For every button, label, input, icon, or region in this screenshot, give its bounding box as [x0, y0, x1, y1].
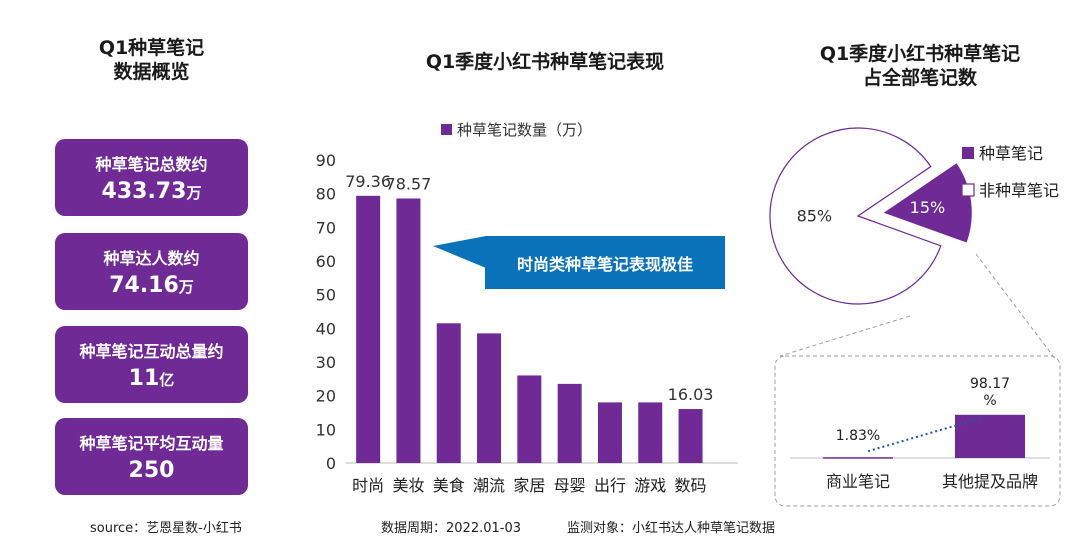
bars — [356, 195, 703, 463]
bar-value-label: 16.03 — [668, 385, 714, 404]
card-value: 11 — [128, 366, 160, 391]
pie-slice-seeding — [883, 163, 972, 243]
bar-legend-label: 种草笔记数量（万） — [457, 121, 592, 139]
x-tick-label: 潮流 — [473, 476, 505, 495]
y-tick-label: 50 — [316, 286, 336, 305]
card-unit: 万 — [178, 278, 194, 296]
card-label: 种草笔记互动总量约 — [79, 342, 224, 361]
legend-label-seeding: 种草笔记 — [979, 144, 1043, 163]
zoom-connector-left — [779, 315, 911, 357]
card-label: 种草笔记平均互动量 — [79, 434, 224, 453]
card-avg-interactions: 种草笔记平均互动量 250 — [55, 418, 248, 495]
callout: 时尚类种草笔记表现极佳 — [433, 236, 725, 289]
mini-x-label: 商业笔记 — [826, 472, 890, 491]
bar — [638, 402, 663, 463]
callout-pointer — [433, 236, 486, 268]
card-label: 种草笔记总数约 — [95, 155, 208, 174]
bar — [436, 323, 461, 463]
card-value-row: 74.16万 — [55, 273, 248, 298]
pie-title: Q1季度小红书种草笔记 占全部笔记数 — [790, 42, 1050, 90]
card-value-row: 11亿 — [55, 366, 248, 391]
x-tick-label: 美妆 — [392, 476, 424, 495]
mini-bar — [955, 414, 1025, 458]
card-interactions: 种草笔记互动总量约 11亿 — [55, 326, 248, 403]
callout-text: 时尚类种草笔记表现极佳 — [517, 255, 693, 274]
card-unit: 万 — [186, 184, 202, 202]
pie-title-line1: Q1季度小红书种草笔记 — [819, 43, 1021, 65]
y-tick-label: 60 — [316, 252, 336, 271]
legend-label-other: 非种草笔记 — [979, 181, 1059, 200]
bar — [477, 333, 502, 463]
bar — [356, 195, 381, 463]
mini-bar — [823, 457, 893, 459]
callout-box — [485, 236, 725, 289]
card-total-notes: 种草笔记总数约 433.73万 — [55, 139, 248, 216]
bar — [517, 375, 542, 463]
overview-title-line2: 数据概览 — [113, 61, 190, 83]
y-tick-label: 40 — [316, 319, 336, 338]
breakdown-bar-chart: 商业笔记 其他提及品牌 1.83% 98.17% — [790, 376, 1050, 491]
y-tick-label: 80 — [316, 185, 336, 204]
card-value: 74.16 — [109, 273, 179, 298]
y-axis-labels: 0 10 20 30 40 50 60 70 80 90 — [316, 151, 336, 473]
pie-legend: 种草笔记 非种草笔记 — [961, 144, 1059, 200]
legend-swatch-seeding — [962, 147, 974, 159]
pie-slice-other — [769, 127, 942, 305]
pie-slices: 15% 85% — [769, 127, 972, 305]
legend-swatch-other — [961, 183, 975, 197]
footer-period: 数据周期：2022.01-03 — [381, 521, 521, 536]
zoom-connector-right — [975, 253, 1057, 361]
bar-legend-swatch — [441, 124, 452, 135]
mini-x-label: 其他提及品牌 — [942, 472, 1038, 491]
y-tick-label: 30 — [316, 353, 336, 372]
bar-chart: 种草笔记数量（万） 0 10 20 30 40 50 60 70 80 90 79.3678.57… — [316, 121, 738, 495]
bar-legend: 种草笔记数量（万） — [441, 121, 592, 139]
y-tick-label: 10 — [316, 420, 336, 439]
pie-title-line2: 占全部笔记数 — [862, 67, 977, 89]
card-influencers: 种草达人数约 74.16万 — [55, 233, 248, 310]
card-value: 250 — [128, 458, 175, 483]
mini-value-label: 98.17 — [970, 376, 1010, 392]
x-tick-label: 家居 — [513, 476, 545, 495]
y-tick-label: 20 — [316, 387, 336, 406]
x-tick-label: 母婴 — [554, 476, 586, 495]
bar — [557, 383, 582, 463]
pie-label-other: 85% — [797, 207, 833, 226]
x-tick-label: 美食 — [433, 476, 465, 495]
card-unit: 亿 — [159, 371, 175, 389]
bar — [597, 402, 622, 463]
bar-chart-title: Q1季度小红书种草笔记表现 — [425, 51, 665, 73]
y-tick-label: 90 — [316, 151, 336, 170]
x-tick-label: 时尚 — [352, 476, 384, 495]
overview-title: Q1种草笔记 数据概览 — [55, 36, 248, 84]
card-label: 种草达人数约 — [103, 249, 200, 268]
y-tick-label: 0 — [326, 454, 336, 473]
card-value: 433.73 — [101, 179, 187, 204]
bar — [678, 409, 703, 463]
footer-source: source：艺恩星数-小红书 — [90, 521, 242, 536]
overview-title-line1: Q1种草笔记 — [98, 37, 205, 59]
bar-value-label: 79.36 — [345, 172, 391, 191]
x-tick-label: 出行 — [594, 476, 626, 495]
bar — [396, 198, 421, 463]
pie-label-seeding: 15% — [910, 198, 946, 217]
y-tick-label: 70 — [316, 218, 336, 237]
bar-value-label: 78.57 — [386, 174, 432, 193]
pie-chart: 15% 85% 种草笔记 非种草笔记 商业笔记 其他提及品牌 1.83% 98.17% — [769, 127, 1061, 507]
x-tick-label: 数码 — [675, 476, 707, 495]
breakdown-box — [774, 355, 1061, 507]
x-tick-label: 游戏 — [634, 476, 666, 495]
mini-value-label: 1.83% — [836, 428, 880, 444]
x-axis-labels: 时尚 美妆 美食 潮流 家居 母婴 出行 游戏 数码 — [352, 476, 706, 495]
footer-target: 监测对象：小红书达人种草笔记数据 — [567, 521, 776, 536]
mini-value-unit: % — [983, 393, 996, 409]
card-value-row: 433.73万 — [55, 179, 248, 204]
card-value-row: 250 — [55, 458, 248, 483]
